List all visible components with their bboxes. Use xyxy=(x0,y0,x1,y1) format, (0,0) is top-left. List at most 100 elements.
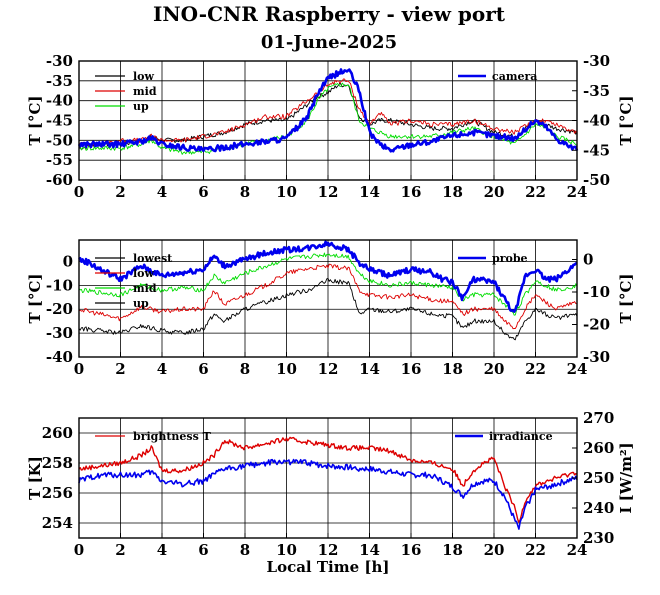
x-tick-label: 20 xyxy=(484,183,505,201)
y-tick-label: -20 xyxy=(46,300,73,318)
x-tick-label: 22 xyxy=(525,541,546,559)
x-tick-label: 24 xyxy=(567,541,588,559)
x-tick-label: 6 xyxy=(198,360,208,378)
legend-label: mid xyxy=(133,85,157,98)
series-line-low xyxy=(78,263,578,330)
legend-label: camera xyxy=(492,70,537,83)
y-tick-label: -30 xyxy=(46,324,73,342)
y-axis-label: T [°C] xyxy=(26,273,44,323)
x-tick-label: 6 xyxy=(198,541,208,559)
x-tick-label: 4 xyxy=(157,541,167,559)
legend-label: low xyxy=(133,267,155,280)
y2-tick-label: -40 xyxy=(583,112,610,130)
x-tick-label: 16 xyxy=(401,183,422,201)
legend-label: lowest xyxy=(133,252,173,265)
series-line-mid xyxy=(78,252,578,316)
series-line-camera xyxy=(77,68,579,153)
y2-tick-label: 260 xyxy=(583,439,614,457)
y-tick-label: -40 xyxy=(46,92,73,110)
y-tick-label: -50 xyxy=(46,131,73,149)
y2-tick-label: -30 xyxy=(583,52,610,70)
y2-tick-label: 0 xyxy=(583,251,593,269)
y-tick-label: -30 xyxy=(46,52,73,70)
x-tick-label: 22 xyxy=(525,183,546,201)
chart-title: INO-CNR Raspberry - view port xyxy=(153,2,506,26)
x-tick-label: 8 xyxy=(240,183,250,201)
x-tick-label: 8 xyxy=(240,541,250,559)
x-tick-label: 2 xyxy=(115,183,125,201)
y-tick-label: -55 xyxy=(46,151,73,169)
series-line-probe xyxy=(78,240,578,313)
x-axis-label: Local Time [h] xyxy=(267,558,390,576)
x-tick-label: 18 xyxy=(442,541,463,559)
legend-label: up xyxy=(133,100,149,113)
y-axis-label: T [°C] xyxy=(26,95,44,145)
chart-subtitle: 01-June-2025 xyxy=(261,32,397,53)
y-tick-label: -10 xyxy=(46,276,73,294)
y-tick-label: 260 xyxy=(42,424,73,442)
x-tick-label: 12 xyxy=(318,183,339,201)
y-tick-label: 0 xyxy=(63,252,73,270)
x-tick-label: 0 xyxy=(74,360,84,378)
x-tick-label: 16 xyxy=(401,360,422,378)
y2-tick-label: 270 xyxy=(583,409,614,427)
x-tick-label: 16 xyxy=(401,541,422,559)
y2-tick-label: 240 xyxy=(583,499,614,517)
legend-label: low xyxy=(133,70,155,83)
series-line-irradiance xyxy=(78,458,578,530)
x-tick-label: 8 xyxy=(240,360,250,378)
y2-tick-label: -50 xyxy=(583,171,610,189)
y-tick-label: -45 xyxy=(46,112,73,130)
x-tick-label: 6 xyxy=(198,183,208,201)
legend-label: brightness T xyxy=(133,430,212,443)
x-tick-label: 12 xyxy=(318,541,339,559)
x-tick-label: 24 xyxy=(567,183,588,201)
legend-label: mid xyxy=(133,282,157,295)
panel-3: 0 2 4 6 8 10 12 14 16 18 20 22 242542562582602302402… xyxy=(26,409,635,559)
y-tick-label: 256 xyxy=(42,484,73,502)
y2-tick-label: -30 xyxy=(583,348,610,366)
x-tick-label: 18 xyxy=(442,360,463,378)
x-tick-label: 12 xyxy=(318,360,339,378)
y2-tick-label: 230 xyxy=(583,529,614,547)
y-tick-label: 258 xyxy=(42,454,73,472)
x-tick-label: 18 xyxy=(442,183,463,201)
y-axis-label: T [K] xyxy=(26,456,44,500)
legend-label: up xyxy=(133,297,149,310)
x-tick-label: 10 xyxy=(276,541,297,559)
y-tick-label: -35 xyxy=(46,72,73,90)
x-tick-label: 14 xyxy=(359,183,380,201)
x-tick-label: 24 xyxy=(567,360,588,378)
y-tick-label: -40 xyxy=(46,348,73,366)
series-line-lowest xyxy=(78,277,578,341)
x-tick-label: 20 xyxy=(484,360,505,378)
y2-axis-label: T [°C] xyxy=(617,95,635,145)
x-tick-label: 4 xyxy=(157,360,167,378)
x-tick-label: 0 xyxy=(74,541,84,559)
panel-1: 0 2 4 6 8 10 12 14 16 18 20 22 24-60-55-50-45-40-35-… xyxy=(26,52,635,201)
y-tick-label: 254 xyxy=(42,514,73,532)
y2-tick-label: -10 xyxy=(583,283,610,301)
y-tick-label: -60 xyxy=(46,171,73,189)
y2-axis-label: T [°C] xyxy=(617,273,635,323)
x-tick-label: 4 xyxy=(157,183,167,201)
y2-tick-label: 250 xyxy=(583,469,614,487)
x-tick-label: 20 xyxy=(484,541,505,559)
x-tick-label: 2 xyxy=(115,541,125,559)
x-tick-label: 10 xyxy=(276,360,297,378)
x-tick-label: 22 xyxy=(525,360,546,378)
legend-label: probe xyxy=(492,252,528,265)
series-line-brightness-T xyxy=(78,436,578,523)
x-tick-label: 10 xyxy=(276,183,297,201)
x-tick-label: 2 xyxy=(115,360,125,378)
x-tick-label: 14 xyxy=(359,360,380,378)
legend-label: irradiance xyxy=(489,430,553,443)
x-tick-label: 0 xyxy=(74,183,84,201)
y2-axis-label: I [W/m²] xyxy=(617,442,635,513)
y2-tick-label: -20 xyxy=(583,316,610,334)
x-tick-label: 14 xyxy=(359,541,380,559)
y2-tick-label: -45 xyxy=(583,141,610,159)
panel-2: 0 2 4 6 8 10 12 14 16 18 20 22 24-40-30-20-100-30-20… xyxy=(26,239,635,378)
series-line-mid xyxy=(78,78,578,147)
